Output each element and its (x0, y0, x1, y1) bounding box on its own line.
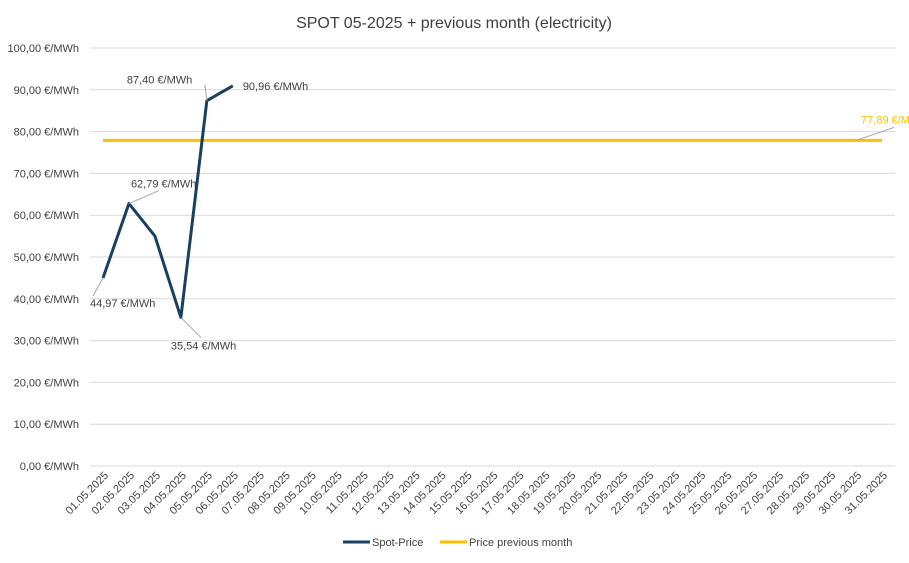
legend-label-previous-month: Price previous month (469, 537, 572, 549)
data-label: 87,40 €/MWh (127, 75, 192, 87)
data-label: 44,97 €/MWh (90, 298, 155, 310)
legend: Spot-Price Price previous month (343, 537, 572, 549)
data-label-leader (128, 190, 160, 204)
y-tick-label: 20,00 €/MWh (14, 377, 79, 389)
data-label-leader (180, 317, 202, 338)
data-label: 77,89 €/MWh (861, 114, 909, 126)
y-tick-label: 0,00 €/MWh (20, 461, 79, 473)
y-tick-label: 10,00 €/MWh (14, 419, 79, 431)
y-tick-label: 70,00 €/MWh (14, 168, 79, 180)
y-tick-label: 40,00 €/MWh (14, 294, 79, 306)
data-label: 90,96 €/MWh (243, 81, 308, 93)
y-tick-label: 80,00 €/MWh (14, 127, 79, 139)
y-tick-label: 30,00 €/MWh (14, 336, 79, 348)
data-label: 35,54 €/MWh (171, 340, 236, 352)
legend-label-spot-price: Spot-Price (372, 537, 423, 549)
spot-price-line (101, 84, 234, 319)
chart-title: SPOT 05-2025 + previous month (electrici… (296, 15, 612, 32)
y-tick-label: 100,00 €/MWh (7, 43, 79, 55)
y-tick-label: 50,00 €/MWh (14, 252, 79, 264)
y-tick-label: 60,00 €/MWh (14, 210, 79, 222)
data-label-leader (204, 84, 208, 101)
data-label-leader (92, 277, 104, 297)
y-tick-label: 90,00 €/MWh (14, 85, 79, 97)
data-label: 62,79 €/MWh (131, 179, 196, 191)
data-label-leader (855, 126, 895, 141)
